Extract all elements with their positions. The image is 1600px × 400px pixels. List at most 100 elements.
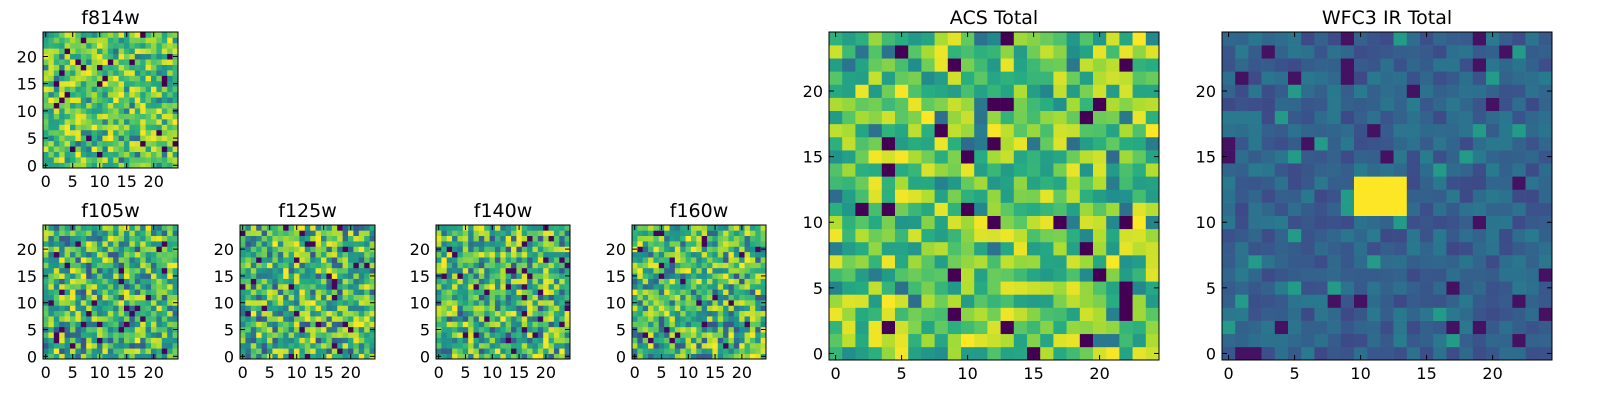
heatmap-cell xyxy=(315,321,322,328)
heatmap-cell xyxy=(151,135,157,142)
heatmap-cell xyxy=(1145,110,1160,125)
heatmap-cell xyxy=(1040,307,1054,321)
heatmap-cell xyxy=(712,348,719,354)
heatmap-cell xyxy=(299,305,306,312)
heatmap-cell xyxy=(974,176,988,190)
heatmap-cell xyxy=(118,283,125,290)
heatmap-cell xyxy=(118,113,125,120)
heatmap-cell xyxy=(441,348,448,354)
heatmap-cell xyxy=(261,235,268,242)
heatmap-cell xyxy=(947,136,962,151)
heatmap-cell xyxy=(829,268,843,282)
heatmap-cell xyxy=(1406,71,1421,85)
heatmap-cell xyxy=(118,225,125,231)
heatmap-cell xyxy=(739,257,745,263)
heatmap-cell xyxy=(446,353,453,360)
heatmap-cell xyxy=(739,230,745,237)
heatmap-cell xyxy=(358,316,365,322)
heatmap-cell xyxy=(102,300,109,306)
heatmap-cell xyxy=(299,300,306,306)
heatmap-cell xyxy=(446,310,453,317)
heatmap-cell xyxy=(462,310,469,317)
heatmap-cell xyxy=(674,294,681,301)
heatmap-cell xyxy=(1106,346,1120,361)
heatmap-cell xyxy=(75,246,82,253)
heatmap-cell xyxy=(1354,281,1368,295)
heatmap-cell xyxy=(250,337,257,344)
heatmap-cell xyxy=(134,59,141,65)
heatmap-cell xyxy=(1013,215,1028,230)
heatmap-cell xyxy=(364,342,370,349)
heatmap-cell xyxy=(167,353,173,360)
heatmap-cell xyxy=(521,353,528,360)
heatmap-cell xyxy=(559,305,565,312)
heatmap-cell xyxy=(1248,268,1262,282)
heatmap-cell xyxy=(1367,58,1381,72)
heatmap-cell xyxy=(674,241,681,247)
heatmap-cell xyxy=(961,215,975,230)
heatmap-cell xyxy=(436,251,442,258)
heatmap-cell xyxy=(245,342,252,349)
heatmap-cell xyxy=(685,246,692,253)
heatmap-cell xyxy=(91,289,98,295)
heatmap-cell xyxy=(326,332,333,338)
heatmap-cell xyxy=(441,241,448,247)
heatmap-cell xyxy=(1093,255,1107,269)
heatmap-cell xyxy=(245,267,252,274)
heatmap-cell xyxy=(1013,136,1028,151)
heatmap-cell xyxy=(102,278,109,285)
heatmap-cell xyxy=(97,294,103,301)
heatmap-cell xyxy=(1274,333,1289,348)
heatmap-cell xyxy=(733,246,740,253)
heatmap-cell xyxy=(124,151,130,158)
x-tick-label: 5 xyxy=(68,172,78,191)
heatmap-cell xyxy=(468,289,474,295)
heatmap-cell xyxy=(113,108,119,114)
heatmap-cell xyxy=(1066,176,1081,190)
heatmap-cell xyxy=(1066,110,1081,125)
heatmap-cell xyxy=(97,102,103,109)
heatmap-cell xyxy=(696,246,702,253)
heatmap-cell xyxy=(256,300,262,306)
heatmap-cell xyxy=(744,342,751,349)
heatmap-cell xyxy=(80,75,87,82)
heatmap-cell xyxy=(696,337,702,344)
heatmap-cell xyxy=(484,230,490,237)
heatmap-cell xyxy=(489,283,496,290)
heatmap-cell xyxy=(921,58,935,72)
heatmap-cell xyxy=(1106,255,1120,269)
heatmap-cell xyxy=(908,241,922,256)
heatmap-cell xyxy=(107,289,114,295)
heatmap-cell xyxy=(283,283,289,290)
heatmap-cell xyxy=(1000,163,1015,177)
heatmap-cell xyxy=(97,337,103,344)
heatmap-cell xyxy=(80,64,87,71)
heatmap-cell xyxy=(107,124,114,131)
heatmap-cell xyxy=(64,316,71,322)
heatmap-cell xyxy=(478,230,485,237)
heatmap-cell xyxy=(489,289,496,295)
heatmap-cell xyxy=(326,241,333,247)
heatmap-cell xyxy=(321,246,327,253)
heatmap-cell xyxy=(75,326,82,333)
heatmap-cell xyxy=(145,53,152,60)
axes-frame xyxy=(435,224,571,360)
heatmap-cell xyxy=(80,135,87,142)
heatmap-cell xyxy=(1132,307,1147,321)
heatmap-cell xyxy=(500,326,506,333)
heatmap-cell xyxy=(118,70,125,76)
heatmap-cell xyxy=(267,326,273,333)
heatmap-cell xyxy=(521,251,528,258)
heatmap-cell xyxy=(288,316,295,322)
heatmap-cell xyxy=(124,241,130,247)
heatmap-cell xyxy=(1248,346,1262,361)
heatmap-cell xyxy=(441,353,448,360)
heatmap-cell xyxy=(151,102,157,109)
heatmap-cell xyxy=(43,146,49,152)
heatmap-cell xyxy=(1261,84,1276,98)
heatmap-cell xyxy=(1222,32,1236,46)
heatmap-cell xyxy=(272,267,279,274)
heatmap-cell xyxy=(1093,123,1107,138)
heatmap-cell xyxy=(521,278,528,285)
heatmap-cell xyxy=(701,230,708,237)
